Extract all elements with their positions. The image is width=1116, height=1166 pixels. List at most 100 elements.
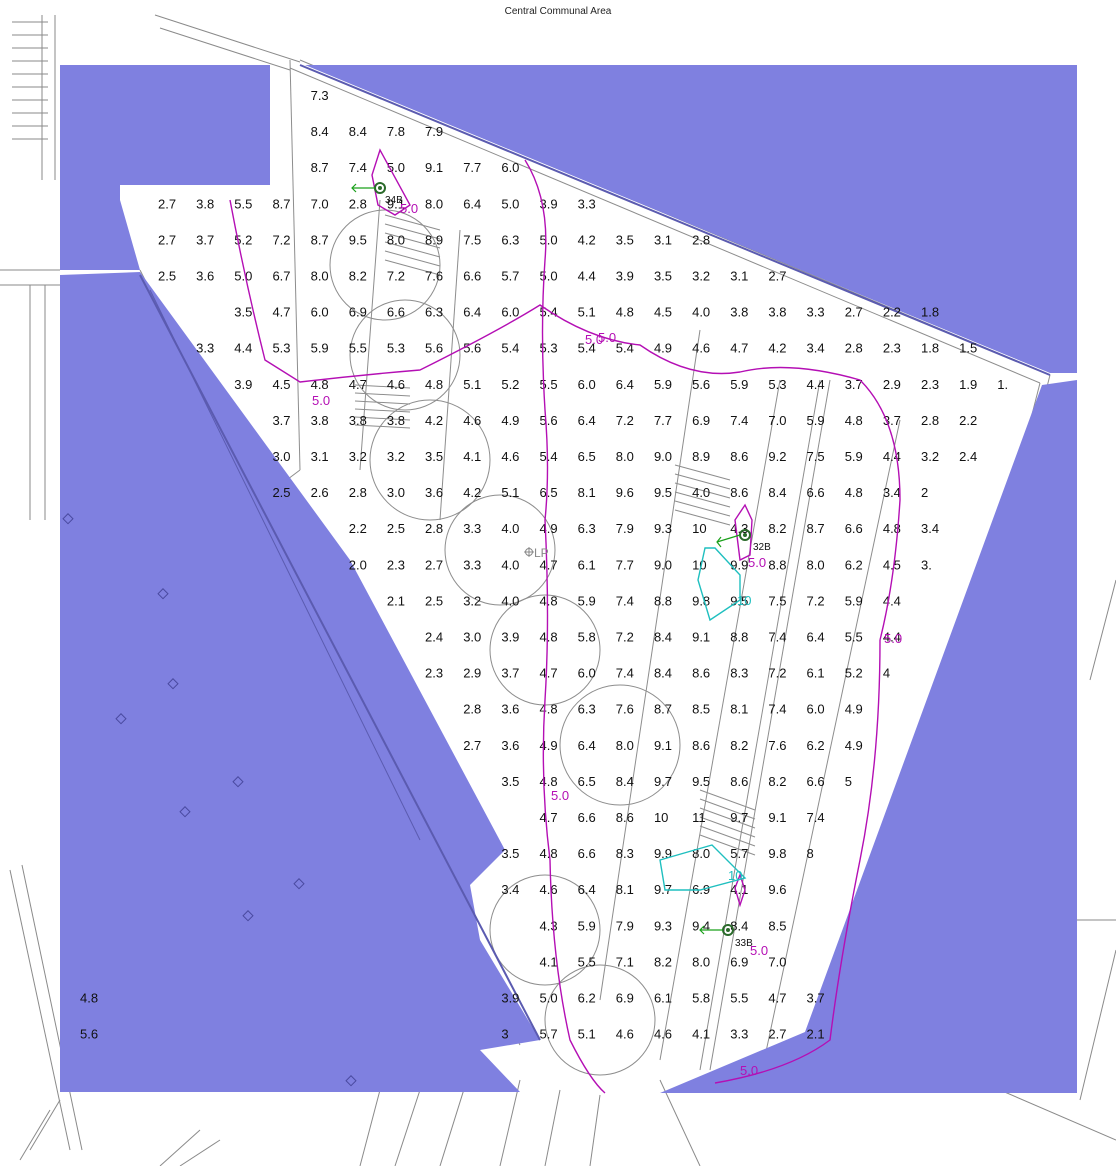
- illuminance-value: 4.6: [501, 449, 519, 464]
- illuminance-value: 5.4: [501, 341, 519, 356]
- contour-label-5: 5.0: [551, 788, 569, 803]
- illuminance-value: 3.1: [730, 269, 748, 284]
- illuminance-value: 3.4: [883, 485, 901, 500]
- wall-line: [1089, 579, 1116, 681]
- illuminance-value: 4.0: [501, 557, 519, 572]
- illuminance-value: 4.7: [768, 991, 786, 1006]
- illuminance-value: 3.3: [807, 305, 825, 320]
- illuminance-value: 4.7: [540, 557, 558, 572]
- illuminance-value: 8.7: [311, 160, 329, 175]
- illuminance-value: 3.3: [463, 557, 481, 572]
- illuminance-value: 7.5: [463, 232, 481, 247]
- crosshair-icon: [524, 547, 534, 557]
- illuminance-value: 3.6: [425, 485, 443, 500]
- room-line: [759, 419, 901, 1081]
- wall-edge: [139, 274, 541, 1041]
- illuminance-value: 2.8: [921, 413, 939, 428]
- luminaire-label: 34B: [385, 195, 403, 206]
- stair-tread: [384, 259, 441, 276]
- illuminance-value: 5.9: [807, 413, 825, 428]
- illuminance-value: 4.5: [272, 377, 290, 392]
- illuminance-value: 8.4: [616, 774, 634, 789]
- illuminance-value: 3.0: [272, 449, 290, 464]
- wall-line: [589, 1094, 601, 1166]
- illuminance-value: 8.0: [387, 232, 405, 247]
- illuminance-value: 1.8: [921, 341, 939, 356]
- illuminance-value: 6.6: [845, 521, 863, 536]
- illuminance-value: 5.3: [768, 377, 786, 392]
- stair-tread: [674, 482, 731, 499]
- illuminance-value: 4.0: [501, 593, 519, 608]
- stair-tread: [384, 241, 441, 258]
- illuminance-value: 2.8: [692, 232, 710, 247]
- illuminance-value: 3.2: [463, 593, 481, 608]
- illuminance-value: 7.9: [616, 521, 634, 536]
- luminaires: 34B 32B 33B: [351, 182, 771, 949]
- stair-tread: [354, 384, 411, 389]
- illuminance-value: 5.9: [845, 593, 863, 608]
- illuminance-value: 6.6: [463, 269, 481, 284]
- stair-tread: [674, 491, 731, 508]
- illuminance-value: 2.8: [425, 521, 443, 536]
- illuminance-value: 3.9: [501, 630, 519, 645]
- illuminance-value: 7.5: [807, 449, 825, 464]
- wall-marker: [232, 776, 244, 788]
- illuminance-value: 4.8: [80, 991, 98, 1006]
- illuminance-value: 6.2: [578, 991, 596, 1006]
- illuminance-value: 8.2: [349, 269, 367, 284]
- illuminance-value: 3.4: [501, 882, 519, 897]
- luminaire-aim-icon: [699, 924, 734, 936]
- illuminance-value: 6.7: [272, 269, 290, 284]
- illuminance-value: 9.7: [730, 810, 748, 825]
- illuminance-value: 8.9: [425, 232, 443, 247]
- illuminance-value: 4.8: [540, 702, 558, 717]
- illuminance-value: 7.6: [425, 269, 443, 284]
- illuminance-value: 2.7: [425, 557, 443, 572]
- illuminance-value: 6.4: [807, 630, 825, 645]
- wall-line: [659, 1079, 701, 1166]
- stair-tread: [699, 816, 756, 838]
- illuminance-value: 8.4: [311, 124, 329, 139]
- illuminance-value: 9.5: [349, 232, 367, 247]
- illuminance-value: 5.5: [578, 954, 596, 969]
- illuminance-grid: 7.38.4 8.4 7.8 7.98.7 7.4 5.0 9.1 7.7 6.02.7 3.8 5…: [80, 88, 1008, 1042]
- illuminance-value: 3.8: [196, 196, 214, 211]
- wall-marker: [242, 910, 254, 922]
- illuminance-value: 6.2: [807, 738, 825, 753]
- illuminance-value: 1.9: [959, 377, 977, 392]
- contour-label-5: 5.0: [750, 943, 768, 958]
- illuminance-value: 4.8: [616, 305, 634, 320]
- illuminance-value: 10: [692, 521, 706, 536]
- illuminance-value: 3.7: [845, 377, 863, 392]
- wall-line: [21, 864, 83, 1151]
- column-circle: [489, 874, 601, 986]
- illuminance-value: 5.5: [540, 377, 558, 392]
- illuminance-value: 8.8: [768, 557, 786, 572]
- illuminance-value: 9.7: [654, 774, 672, 789]
- illuminance-value: 5.7: [501, 269, 519, 284]
- illuminance-value: 8.7: [654, 702, 672, 717]
- illuminance-value: 3.5: [501, 846, 519, 861]
- wall-line: [19, 1109, 51, 1161]
- illuminance-value: 6.6: [807, 485, 825, 500]
- stair-tread: [699, 798, 756, 820]
- illuminance-value: 2.8: [463, 702, 481, 717]
- illuminance-value: 7.4: [768, 702, 786, 717]
- illuminance-value: 5.6: [463, 341, 481, 356]
- illuminance-value: 6.0: [501, 160, 519, 175]
- illuminance-value: 1.: [997, 377, 1008, 392]
- illuminance-value: 8.4: [349, 124, 367, 139]
- illuminance-value: 8.6: [616, 810, 634, 825]
- stair-tread: [699, 789, 756, 811]
- illuminance-value: 9.3: [654, 521, 672, 536]
- contour-label-5: 5.0: [748, 555, 766, 570]
- illuminance-value: 2.8: [845, 341, 863, 356]
- illuminance-value: 2.3: [883, 341, 901, 356]
- room-line: [709, 379, 831, 1071]
- illuminance-value: 4.6: [692, 341, 710, 356]
- illuminance-value: 6.0: [807, 702, 825, 717]
- illuminance-value: 3.2: [921, 449, 939, 464]
- illuminance-value: 7.6: [616, 702, 634, 717]
- illuminance-value: 5.3: [272, 341, 290, 356]
- room-line: [289, 59, 301, 471]
